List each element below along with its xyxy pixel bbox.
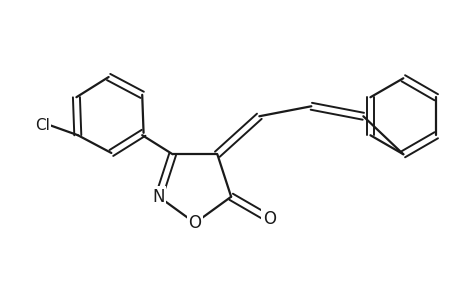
Text: N: N bbox=[152, 188, 165, 206]
Text: Cl: Cl bbox=[35, 118, 50, 133]
Text: O: O bbox=[262, 210, 275, 228]
Text: O: O bbox=[188, 214, 201, 232]
